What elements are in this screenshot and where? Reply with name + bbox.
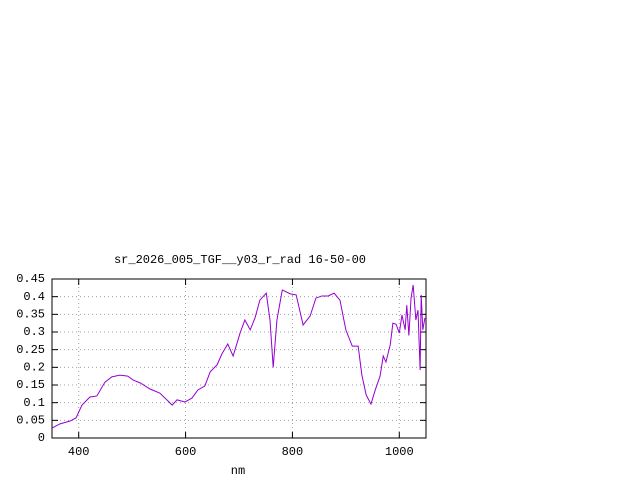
y-tick-label: 0.45 [16, 272, 45, 286]
x-tick-label: 400 [68, 445, 90, 459]
y-tick-label: 0.4 [23, 290, 45, 304]
y-tick-label: 0.1 [23, 396, 45, 410]
y-tick-label: 0.3 [23, 325, 45, 339]
y-tick-label: 0.2 [23, 361, 45, 375]
y-tick-label: 0.05 [16, 414, 45, 428]
x-axis-label: nm [231, 464, 245, 478]
y-tick-label: 0 [38, 431, 45, 445]
x-tick-label: 800 [282, 445, 304, 459]
y-tick-label: 0.15 [16, 378, 45, 392]
y-tick-label: 0.25 [16, 343, 45, 357]
chart-title: sr_2026_005_TGF__y03_r_rad 16-50-00 [114, 253, 366, 267]
plot-frame [51, 278, 427, 439]
x-tick-label: 1000 [385, 445, 414, 459]
x-tick-label: 600 [175, 445, 197, 459]
y-tick-label: 0.35 [16, 308, 45, 322]
data-line [51, 284, 426, 429]
